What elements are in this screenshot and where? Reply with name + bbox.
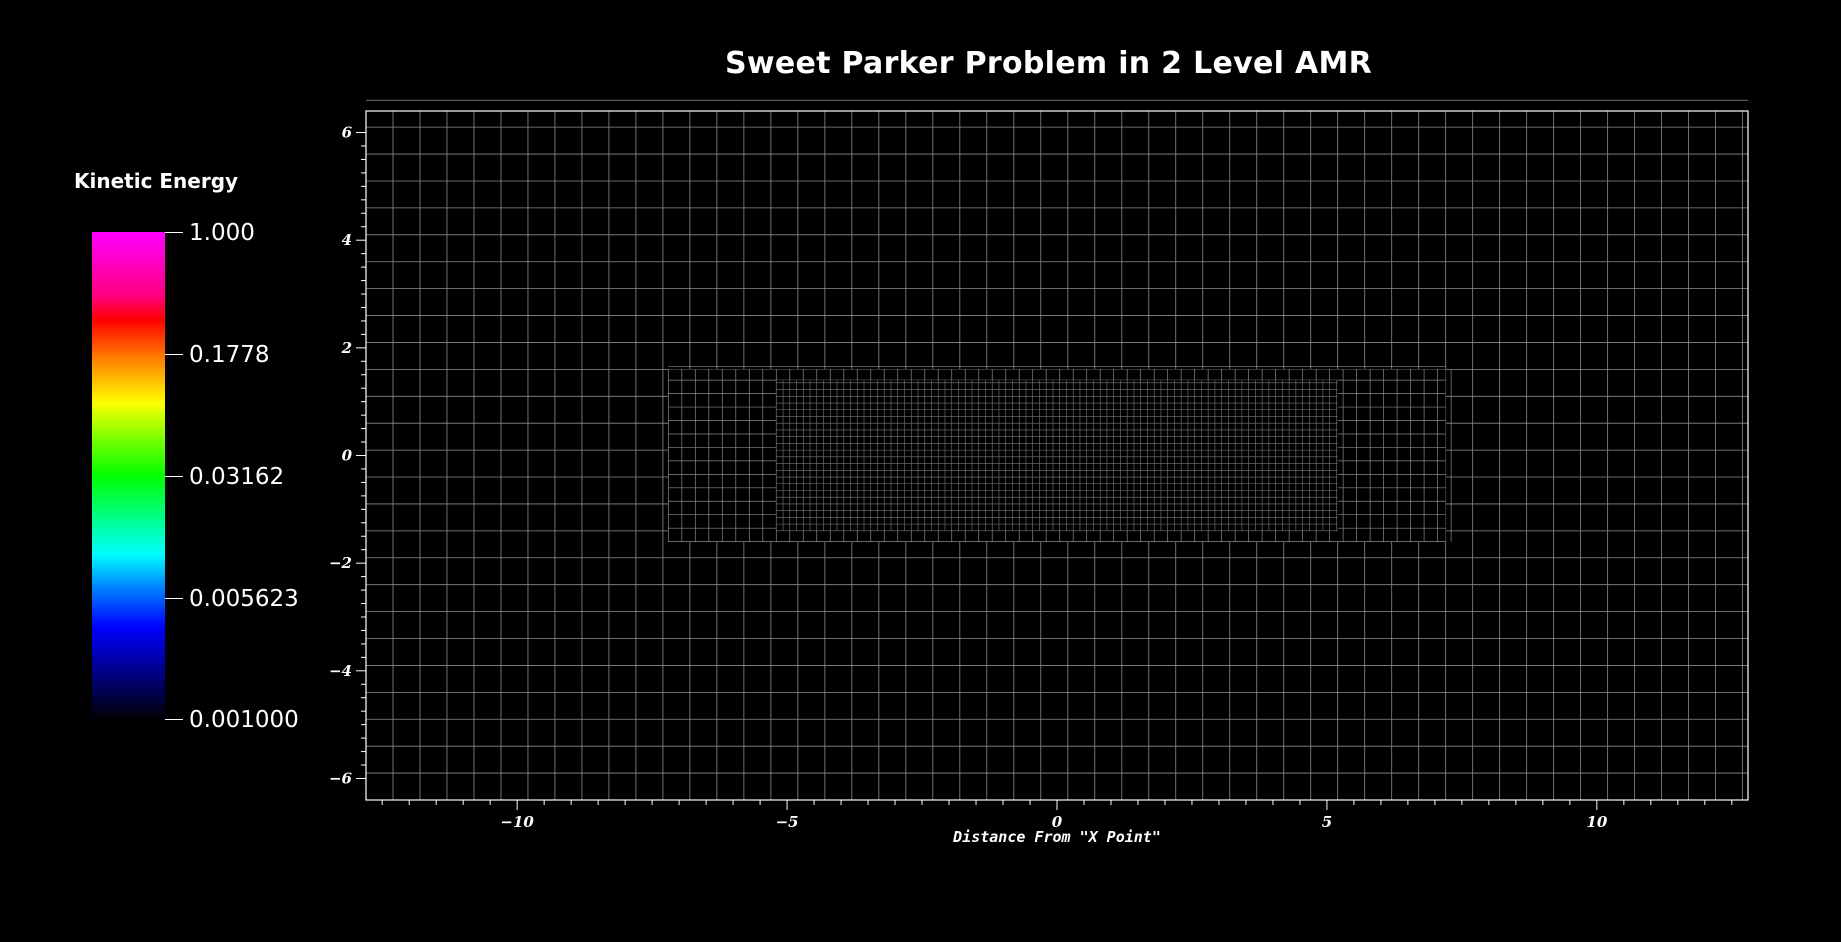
x-tick-label: 0: [1052, 813, 1063, 831]
x-tick-label: −5: [776, 813, 799, 831]
x-tick-label: 5: [1322, 813, 1332, 831]
y-tick-label: −2: [329, 554, 352, 572]
colorbar: [92, 232, 165, 720]
y-tick-label: −4: [329, 662, 352, 680]
y-tick-label: 0: [342, 447, 353, 465]
colorbar-label: 0.1778: [189, 342, 270, 368]
colorbar-tick: [165, 354, 183, 355]
colorbar-tick: [165, 598, 183, 599]
x-tick-label: −10: [500, 813, 534, 831]
y-tick-label: −6: [329, 769, 353, 787]
colorbar-label: 0.03162: [189, 464, 285, 490]
colorbar-label: 1.000: [189, 220, 255, 246]
axis-tick-labels: −10 −5 0 5 10 6 4 2 0 −2 −4 −6: [329, 124, 1608, 831]
axis-ticks: [356, 132, 1733, 810]
colorbar-title: Kinetic Energy: [74, 169, 239, 193]
y-tick-label: 2: [341, 339, 352, 357]
x-axis-label: Distance From "X Point": [952, 828, 1161, 846]
x-tick-label: 10: [1586, 813, 1607, 831]
colorbar-tick: [165, 232, 183, 233]
colorbar-label: 0.005623: [189, 586, 299, 612]
colorbar-tick: [165, 719, 183, 720]
y-tick-label: 6: [342, 124, 353, 142]
colorbar-label: 0.001000: [189, 707, 299, 733]
colorbar-tick: [165, 476, 183, 477]
level2-background: [776, 380, 1338, 531]
y-tick-label: 4: [342, 231, 352, 249]
plot-title: Sweet Parker Problem in 2 Level AMR: [724, 46, 1373, 81]
level2-grid: [775, 380, 1338, 532]
